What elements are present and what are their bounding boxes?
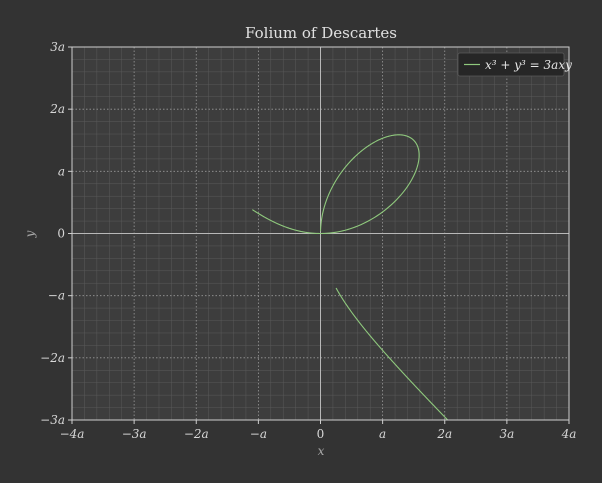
x-tick-label: −2a — [184, 427, 209, 441]
x-tick-label: −a — [250, 427, 267, 441]
y-tick-label: a — [58, 164, 65, 178]
x-tick-label: 4a — [561, 427, 577, 441]
y-tick-label: −a — [48, 289, 65, 303]
series-line-folium — [319, 134, 420, 235]
x-tick-label: 3a — [499, 427, 514, 441]
y-tick-label: −3a — [40, 413, 65, 427]
x-tick-label: −4a — [60, 427, 85, 441]
chart-title: Folium of Descartes — [245, 24, 397, 42]
series-line-folium — [335, 287, 449, 420]
legend: x³ + y³ = 3axy — [457, 52, 572, 77]
legend-box — [457, 52, 565, 77]
x-axis-label: x — [318, 444, 325, 458]
y-tick-label: −2a — [40, 351, 65, 365]
x-tick-label: −3a — [122, 427, 147, 441]
y-tick-label: 0 — [57, 227, 65, 241]
series-layer — [252, 134, 449, 420]
tick-marks — [68, 46, 570, 424]
y-axis-label: y — [23, 230, 37, 238]
x-tick-label: a — [379, 427, 386, 441]
y-tick-label: 2a — [49, 102, 65, 116]
series-line-folium — [252, 209, 321, 235]
legend-label: x³ + y³ = 3axy — [485, 58, 572, 72]
x-tick-label: 2a — [436, 427, 452, 441]
y-tick-label: 3a — [50, 40, 65, 54]
x-tick-label: 0 — [317, 427, 325, 441]
